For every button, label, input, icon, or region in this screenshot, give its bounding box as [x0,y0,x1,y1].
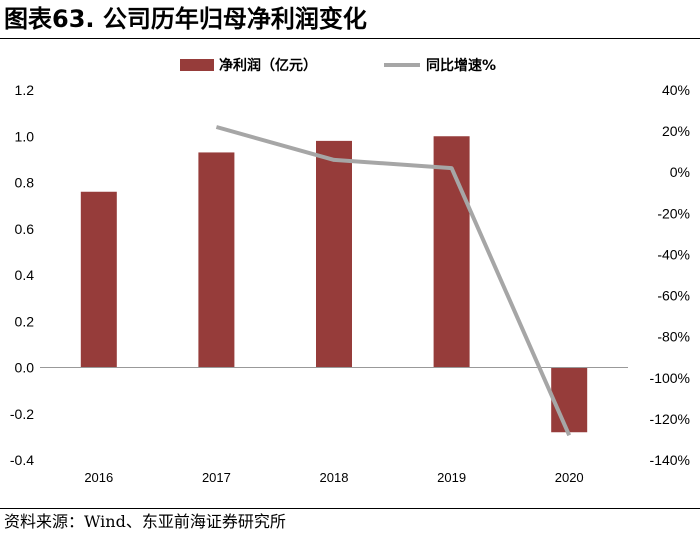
left-axis-tick: 0.2 [15,313,35,329]
left-axis: -0.4 -0.2 0.0 0.2 0.4 0.6 0.8 1.0 1.2 [10,82,34,468]
right-axis-tick: -140% [650,452,690,468]
legend-bar-swatch [180,59,214,71]
bar-series [80,136,588,433]
x-axis-label: 2019 [437,470,466,485]
right-axis: -140% -120% -100% -80% -60% -40% -20% 0% 20% 40% [650,82,690,468]
bar [433,136,470,368]
x-axis-label: 2020 [555,470,584,485]
right-axis-tick: 20% [662,123,690,139]
left-axis-tick: 1.0 [15,128,35,144]
bar [198,152,235,368]
left-axis-tick: 0.6 [15,221,35,237]
right-axis-tick: -120% [650,411,690,427]
right-axis-tick: -100% [650,370,690,386]
x-axis-label: 2016 [84,470,113,485]
left-axis-tick: -0.2 [10,406,34,422]
title-rule [0,38,700,39]
source-rule [0,508,700,509]
right-axis-tick: -60% [657,288,690,304]
growth-line [215,125,572,437]
bar [316,140,352,368]
x-axis-label: 2018 [320,470,349,485]
right-axis-tick: 0% [670,164,690,180]
left-axis-tick: -0.4 [10,452,34,468]
chart: 净利润（亿元） 同比增速% -0.4 -0.2 0.0 0.2 0.4 0.6 0.8 1.0… [10,57,690,485]
x-axis-labels: 2016 2017 2018 2019 2020 [84,470,583,485]
x-axis-label: 2017 [202,470,231,485]
source-note: 资料来源：Wind、东亚前海证券研究所 [4,512,286,531]
legend-bar-label: 净利润（亿元） [219,57,317,74]
figure-title: 图表63. 公司历年归母净利润变化 [4,5,367,33]
legend-line-label: 同比增速% [426,57,496,74]
left-axis-tick: 0.0 [15,360,35,376]
right-axis-tick: -40% [657,246,690,262]
left-axis-tick: 0.8 [15,175,35,191]
left-axis-tick: 0.4 [15,267,35,283]
left-axis-tick: 1.2 [15,82,35,98]
right-axis-tick: -20% [657,205,690,221]
bar [80,191,117,368]
right-axis-tick: 40% [662,82,690,98]
line-series [215,125,572,437]
bar [551,367,588,433]
legend: 净利润（亿元） 同比增速% [180,57,496,74]
right-axis-tick: -80% [657,329,690,345]
